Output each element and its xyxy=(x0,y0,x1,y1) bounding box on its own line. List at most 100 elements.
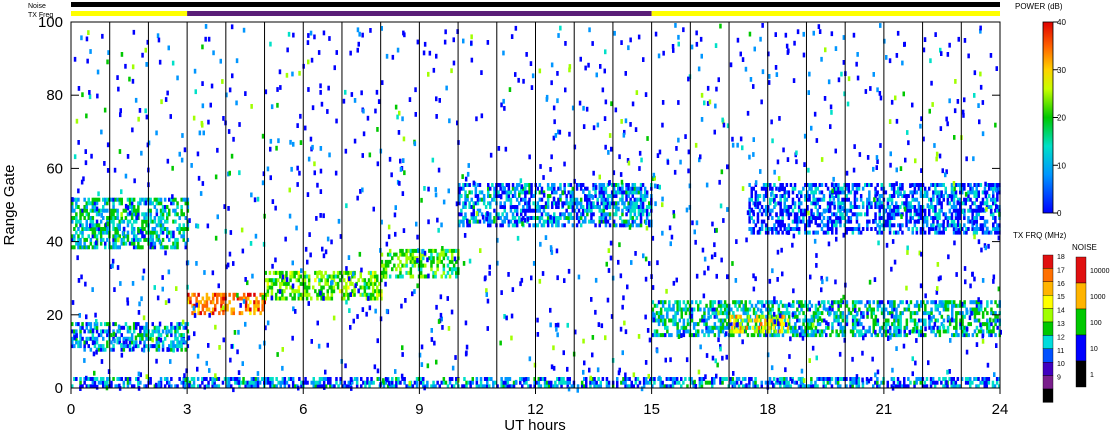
echo-cell xyxy=(715,325,719,330)
echo-cell xyxy=(714,358,717,364)
echo-cell xyxy=(890,377,894,381)
echo-cell xyxy=(161,347,165,352)
echo-cell xyxy=(207,384,210,389)
echo-cell xyxy=(380,292,383,297)
echo-cell xyxy=(996,230,999,235)
echo-cell xyxy=(559,186,562,191)
echo-cell xyxy=(907,194,910,198)
echo-cell xyxy=(401,191,405,196)
echo-cell xyxy=(97,347,101,352)
echo-cell xyxy=(102,227,105,231)
echo-cell xyxy=(940,201,943,206)
echo-cell xyxy=(981,131,985,137)
echo-cell xyxy=(366,380,369,385)
echo-cell xyxy=(866,201,869,206)
echo-cell xyxy=(371,270,375,275)
echo-cell xyxy=(474,201,478,206)
echo-cell xyxy=(777,380,780,385)
echo-cell xyxy=(612,186,616,191)
echo-cell xyxy=(753,329,757,334)
echo-cell xyxy=(143,340,146,345)
echo-cell xyxy=(217,384,221,389)
echo-cell xyxy=(499,223,502,228)
echo-cell xyxy=(806,318,809,323)
echo-cell xyxy=(987,186,991,191)
echo-cell xyxy=(114,237,117,242)
echo-cell xyxy=(664,307,667,312)
echo-cell xyxy=(880,380,883,385)
echo-cell xyxy=(567,212,570,217)
echo-cell xyxy=(155,347,159,352)
echo-cell xyxy=(833,300,836,305)
echo-cell xyxy=(135,340,138,345)
echo-cell xyxy=(468,258,472,264)
echo-cell xyxy=(575,201,579,206)
echo-cell xyxy=(497,216,500,220)
echo-cell xyxy=(537,384,541,389)
echo-cell xyxy=(442,270,446,275)
echo-cell xyxy=(211,384,214,389)
echo-cell xyxy=(825,325,828,330)
echo-cell xyxy=(79,333,82,338)
echo-cell xyxy=(981,207,985,213)
echo-cell xyxy=(422,263,425,268)
echo-cell xyxy=(853,194,857,198)
echo-cell xyxy=(973,208,976,213)
echo-cell xyxy=(672,307,675,312)
echo-cell xyxy=(858,333,861,338)
echo-cell xyxy=(489,212,492,217)
echo-cell xyxy=(141,347,144,352)
echo-cell xyxy=(324,377,328,381)
echo-cell xyxy=(923,216,927,220)
echo-cell xyxy=(227,206,230,211)
echo-cell xyxy=(818,329,822,334)
echo-cell xyxy=(458,186,461,191)
echo-cell xyxy=(870,307,873,312)
echo-cell xyxy=(950,384,953,389)
echo-cell xyxy=(581,208,585,213)
echo-cell xyxy=(776,314,779,319)
echo-cell xyxy=(103,161,106,166)
echo-cell xyxy=(130,384,134,389)
echo-cell xyxy=(734,300,737,305)
echo-cell xyxy=(149,333,152,338)
echo-cell xyxy=(675,146,678,151)
echo-cell xyxy=(113,167,117,173)
echo-cell xyxy=(590,212,593,217)
echo-cell xyxy=(693,379,696,385)
echo-cell xyxy=(276,270,280,275)
echo-cell xyxy=(669,384,673,389)
echo-cell xyxy=(612,201,616,206)
echo-cell xyxy=(994,230,997,235)
echo-cell xyxy=(874,194,877,198)
echo-cell xyxy=(326,274,329,279)
echo-cell xyxy=(556,98,559,104)
echo-cell xyxy=(789,377,792,381)
echo-cell xyxy=(952,384,955,389)
echo-cell xyxy=(666,160,670,165)
echo-cell xyxy=(487,216,490,220)
echo-cell xyxy=(684,311,688,316)
echo-cell xyxy=(172,197,175,202)
echo-cell xyxy=(575,216,579,220)
echo-cell xyxy=(388,384,392,389)
echo-cell xyxy=(104,384,107,389)
echo-cell xyxy=(211,311,215,316)
echo-cell xyxy=(93,380,97,385)
echo-cell xyxy=(828,311,831,317)
echo-cell xyxy=(397,263,400,268)
echo-cell xyxy=(77,241,80,246)
echo-cell xyxy=(281,292,284,297)
echo-cell xyxy=(767,303,770,308)
echo-cell xyxy=(407,270,410,275)
echo-cell xyxy=(708,380,712,385)
echo-cell xyxy=(888,212,892,217)
echo-cell xyxy=(464,201,467,206)
echo-cell xyxy=(493,208,496,213)
echo-cell xyxy=(395,380,398,385)
echo-cell xyxy=(678,303,681,308)
echo-cell xyxy=(676,333,679,338)
echo-cell xyxy=(524,208,527,213)
echo-cell xyxy=(409,267,413,272)
echo-cell xyxy=(626,284,629,290)
